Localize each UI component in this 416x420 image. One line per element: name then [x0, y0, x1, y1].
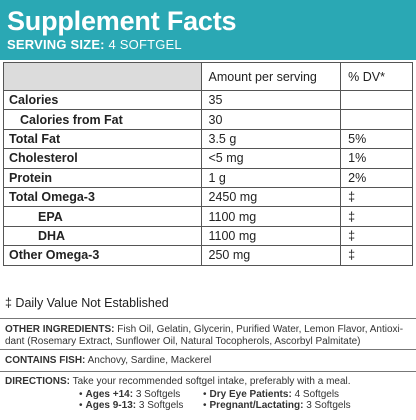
dosage-label: Ages 9-13:: [85, 400, 137, 411]
table-row: Calories 35: [3, 89, 413, 111]
label-title: Supplement Facts: [7, 6, 237, 36]
row-amount: <5 mg: [200, 148, 342, 169]
row-dv: 1%: [340, 148, 413, 169]
contains-text: Anchovy, Sardine, Mackerel: [87, 355, 212, 366]
list-item: Ages 9-13: 3 Softgels: [79, 400, 184, 411]
dosage-value: 3 Softgels: [135, 389, 181, 400]
header-amount: Amount per serving: [200, 62, 342, 91]
table-row: DHA 1100 mg ‡: [3, 225, 413, 247]
daily-value-footnote: ‡ Daily Value Not Established: [5, 296, 169, 310]
table-row: Total Omega-3 2450 mg ‡: [3, 186, 413, 208]
row-name: DHA: [3, 225, 202, 247]
table-row: Calories from Fat 30: [3, 109, 413, 130]
ingredients-text-line2: dant (Rosemary Extract, Sunflower Oil, N…: [5, 336, 361, 347]
row-name: Total Fat: [3, 128, 202, 150]
row-dv: ‡: [340, 206, 413, 227]
table-row: Other Omega-3 250 mg ‡: [3, 245, 413, 266]
directions-text: Take your recommended softgel intake, pr…: [72, 376, 351, 387]
other-ingredients: OTHER INGREDIENTS: Fish Oil, Gelatin, Gl…: [5, 324, 403, 348]
row-amount: 30: [200, 109, 342, 130]
row-name: Calories: [3, 89, 202, 111]
table-header-row: Amount per serving % DV*: [3, 62, 413, 91]
row-amount: 35: [200, 89, 342, 111]
row-dv: [340, 109, 413, 130]
divider: [0, 371, 416, 372]
row-dv: ‡: [340, 186, 413, 208]
row-name: Calories from Fat: [3, 109, 202, 130]
row-dv: ‡: [340, 245, 413, 266]
serving-size-value: 4 SOFTGEL: [108, 37, 182, 52]
dosage-list-right: Dry Eye Patients: 4 Softgels Pregnant/La…: [203, 389, 351, 411]
row-amount: 1100 mg: [200, 225, 342, 247]
list-item: Ages +14: 3 Softgels: [79, 389, 183, 400]
dosage-label: Ages +14:: [85, 389, 134, 400]
divider: [0, 318, 416, 319]
divider: [0, 349, 416, 350]
row-dv: ‡: [340, 225, 413, 247]
list-item: Dry Eye Patients: 4 Softgels: [203, 389, 351, 400]
directions: DIRECTIONS: Take your recommended softge…: [5, 376, 351, 388]
list-item: Pregnant/Lactating: 3 Softgels: [203, 400, 351, 411]
contains-fish: CONTAINS FISH: Anchovy, Sardine, Mackere…: [5, 355, 211, 367]
header-blank-cell: [3, 62, 202, 91]
dosage-list-left: Ages +14: 3 Softgels Ages 9-13: 3 Softge…: [79, 389, 184, 411]
table-row: Cholesterol <5 mg 1%: [3, 148, 413, 169]
dosage-value: 3 Softgels: [306, 400, 351, 411]
row-name: Protein: [3, 167, 202, 188]
row-dv: [340, 89, 413, 111]
dosage-value: 4 Softgels: [294, 389, 340, 400]
row-name: Total Omega-3: [3, 186, 202, 208]
header-dv: % DV*: [340, 62, 413, 91]
dosage-label: Pregnant/Lactating:: [209, 400, 304, 411]
serving-size: SERVING SIZE: 4 SOFTGEL: [7, 37, 416, 53]
table-row: EPA 1100 mg ‡: [3, 206, 413, 227]
serving-size-label: SERVING SIZE:: [7, 37, 105, 52]
contains-label: CONTAINS FISH:: [5, 355, 86, 366]
row-name: Other Omega-3: [3, 245, 202, 266]
row-name: EPA: [3, 206, 202, 227]
row-amount: 250 mg: [200, 245, 342, 266]
ingredients-label: OTHER INGREDIENTS:: [5, 324, 115, 335]
row-amount: 2450 mg: [200, 186, 342, 208]
table-row: Protein 1 g 2%: [3, 167, 413, 188]
table-row: Total Fat 3.5 g 5%: [3, 128, 413, 150]
directions-label: DIRECTIONS:: [5, 376, 70, 387]
facts-table: Amount per serving % DV* Calories 35 Cal…: [3, 62, 413, 266]
dosage-label: Dry Eye Patients:: [209, 389, 292, 400]
row-amount: 1100 mg: [200, 206, 342, 227]
row-amount: 1 g: [200, 167, 342, 188]
dosage-value: 3 Softgels: [138, 400, 184, 411]
row-name: Cholesterol: [3, 148, 202, 169]
header-band: Supplement Facts SERVING SIZE: 4 SOFTGEL: [0, 0, 416, 60]
row-dv: 2%: [340, 167, 413, 188]
row-amount: 3.5 g: [200, 128, 342, 150]
ingredients-text-line1: Fish Oil, Gelatin, Glycerin, Purified Wa…: [117, 324, 404, 335]
row-dv: 5%: [340, 128, 413, 150]
